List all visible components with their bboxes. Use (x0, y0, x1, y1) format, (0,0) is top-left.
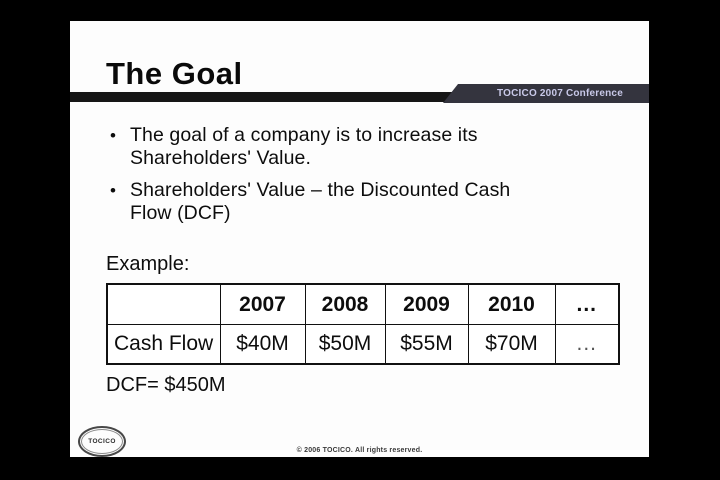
tocico-logo-text: TOCICO (88, 438, 116, 445)
table-header-cell: 2009 (384, 283, 469, 325)
table-header-cell: 2010 (467, 283, 556, 325)
table-header-cell: 2008 (304, 283, 386, 325)
bullet-list: • The goal of a company is to increase i… (110, 124, 590, 234)
table-header-row: 2007 2008 2009 2010 ... (106, 283, 620, 325)
bullet-item: • The goal of a company is to increase i… (110, 124, 590, 170)
bullet-marker-icon: • (110, 181, 116, 200)
table-cell: $55M (384, 324, 469, 365)
cash-flow-table: 2007 2008 2009 2010 ... Cash Flow $40M $… (106, 283, 620, 365)
bullet-text: Shareholders' Value – the Discounted Cas… (130, 179, 510, 225)
dcf-result-label: DCF= $450M (106, 374, 226, 396)
title-underline-bar (70, 92, 649, 102)
tocico-logo-inner-ring: TOCICO (81, 429, 123, 454)
table-cell-ellipsis: ... (554, 324, 620, 365)
table-row-label: Cash Flow (106, 324, 221, 365)
bullet-line: Shareholders' Value. (130, 147, 311, 169)
bullet-line: The goal of a company is to increase its (130, 124, 478, 146)
table-header-cell-ellipsis: ... (554, 283, 620, 325)
table-cell: $50M (304, 324, 386, 365)
table-cell: $70M (467, 324, 556, 365)
table-header-cell (106, 283, 221, 325)
presentation-slide: The Goal TOCICO 2007 Conference • The go… (70, 21, 649, 457)
table-cell: $40M (219, 324, 306, 365)
tocico-logo-icon: TOCICO (78, 426, 126, 457)
copyright-text: © 2006 TOCICO. All rights reserved. (296, 447, 423, 454)
slide-title: The Goal (106, 56, 243, 91)
bullet-line: Shareholders' Value – the Discounted Cas… (130, 179, 511, 201)
bullet-text: The goal of a company is to increase its… (130, 124, 478, 170)
conference-badge-label: TOCICO 2007 Conference (497, 88, 623, 99)
example-label: Example: (106, 253, 190, 275)
bullet-marker-icon: • (110, 126, 116, 145)
table-header-cell: 2007 (219, 283, 306, 325)
bullet-item: • Shareholders' Value – the Discounted C… (110, 179, 590, 225)
bullet-line: Flow (DCF) (130, 202, 231, 224)
conference-badge: TOCICO 2007 Conference (443, 84, 649, 103)
table-row: Cash Flow $40M $50M $55M $70M ... (106, 324, 620, 365)
